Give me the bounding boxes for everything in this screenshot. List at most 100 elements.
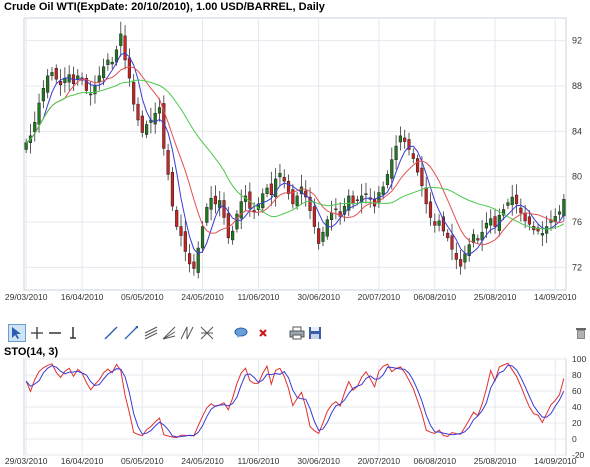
print-icon[interactable]	[288, 324, 306, 342]
candle-body	[390, 159, 394, 179]
x-tick-label: 29/03/2010	[5, 292, 48, 302]
candle-body	[385, 174, 390, 186]
candle-body	[106, 59, 110, 65]
x-tick-label: 11/06/2010	[237, 456, 279, 466]
candle-body	[545, 226, 549, 234]
x-tick-label: 06/08/2010	[414, 456, 457, 466]
y-tick-label: 0	[572, 434, 577, 444]
candle-body	[261, 193, 265, 209]
candle-body	[200, 226, 205, 249]
candle-body	[557, 211, 562, 215]
y-tick-label: 92	[572, 36, 582, 46]
candle-body	[321, 231, 325, 242]
candle-body	[274, 178, 278, 198]
ray-line-icon[interactable]	[122, 324, 140, 342]
candle-body	[433, 221, 437, 226]
candle-body	[136, 103, 140, 121]
fan-icon[interactable]	[178, 324, 196, 342]
candle-body	[269, 183, 273, 196]
candle-body	[450, 235, 454, 250]
candle-body	[342, 205, 347, 215]
candle-body	[132, 81, 136, 105]
candle-body	[166, 150, 170, 175]
drawing-toolbar	[0, 322, 590, 344]
candle-body	[58, 80, 63, 86]
x-tick-label: 11/06/2010	[237, 292, 279, 302]
moving-average-line	[25, 52, 565, 256]
trend-line-icon[interactable]	[102, 324, 120, 342]
pointer-icon[interactable]	[8, 324, 26, 342]
comment-icon[interactable]	[232, 324, 250, 342]
candle-body	[381, 186, 385, 195]
candle-body	[502, 209, 506, 216]
candle-body	[351, 195, 355, 205]
candle-body	[446, 232, 450, 239]
candle-body	[338, 211, 342, 217]
candle-body	[510, 196, 514, 206]
candle-body	[325, 219, 329, 237]
candle-body	[463, 253, 467, 263]
candle-body	[562, 199, 566, 217]
fan-lines-icon[interactable]	[198, 324, 216, 342]
x-tick-label: 16/04/2010	[61, 456, 104, 466]
trash-icon[interactable]	[572, 324, 590, 342]
y-tick-label: 20	[572, 418, 582, 428]
candle-body	[493, 216, 497, 227]
candle-body	[140, 115, 144, 133]
y-tick-label: 72	[572, 262, 582, 272]
moving-average-line	[25, 79, 565, 230]
candle-body	[175, 209, 179, 227]
candle-body	[170, 172, 174, 207]
candle-body	[33, 122, 37, 133]
candle-body	[278, 173, 282, 178]
candle-body	[239, 201, 243, 219]
x-tick-label: 20/07/2010	[358, 456, 401, 466]
candle-body	[506, 202, 510, 206]
candle-body	[523, 212, 527, 222]
save-icon[interactable]	[306, 324, 324, 342]
x-tick-label: 14/09/2010	[534, 292, 577, 302]
candle-body	[355, 199, 359, 202]
main-chart-title: Crude Oil WTI(ExpDate: 20/10/2010), 1.00…	[4, 1, 325, 13]
fibonacci-icon[interactable]	[160, 324, 178, 342]
x-tick-label: 05/05/2010	[121, 292, 164, 302]
channel-icon[interactable]	[142, 324, 160, 342]
candle-body	[416, 158, 420, 173]
candle-body	[454, 253, 458, 260]
candle-body	[213, 195, 218, 205]
x-tick-label: 25/08/2010	[474, 292, 517, 302]
candle-body	[484, 222, 489, 229]
y-tick-label: 84	[572, 126, 582, 136]
candle-body	[179, 226, 183, 236]
candle-body	[205, 207, 209, 223]
x-tick-label: 25/08/2010	[474, 456, 517, 466]
candle-body	[101, 66, 106, 79]
candle-body	[93, 85, 97, 95]
candle-body	[153, 112, 157, 125]
candle-body	[282, 177, 286, 182]
y-tick-label: -20	[572, 450, 585, 460]
x-tick-label: 30/06/2010	[297, 456, 340, 466]
candle-body	[84, 78, 88, 91]
candle-body	[286, 180, 291, 194]
x-tick-label: 24/05/2010	[181, 456, 224, 466]
crosshair-icon[interactable]	[28, 324, 46, 342]
x-tick-label: 16/04/2010	[61, 292, 104, 302]
candle-body	[317, 228, 321, 244]
candle-body	[329, 212, 334, 220]
x-tick-label: 24/05/2010	[181, 292, 224, 302]
x-tick-label: 30/06/2010	[297, 292, 340, 302]
vertical-line-icon[interactable]	[64, 324, 82, 342]
candle-body	[536, 227, 540, 232]
y-tick-label: 76	[572, 217, 582, 227]
delete-x-icon[interactable]	[254, 324, 272, 342]
x-tick-label: 29/03/2010	[5, 456, 48, 466]
candle-body	[394, 145, 398, 160]
candle-body	[364, 193, 368, 195]
candle-body	[226, 213, 230, 239]
candle-body	[441, 216, 445, 232]
candle-body	[299, 186, 304, 195]
stochastic-d-line	[25, 364, 565, 438]
horizontal-line-icon[interactable]	[46, 324, 64, 342]
candle-body	[312, 206, 316, 227]
